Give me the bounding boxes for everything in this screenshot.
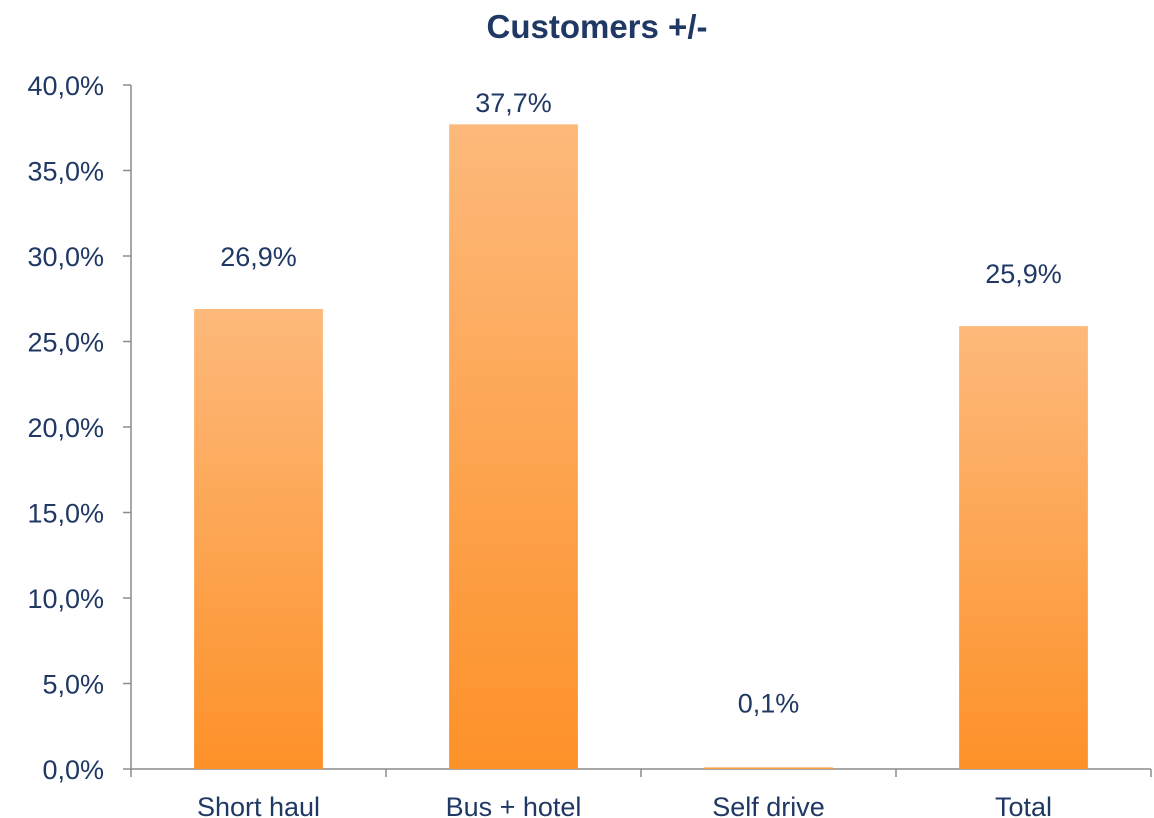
y-tick-label: 30,0% — [27, 242, 104, 272]
data-labels: 26,9% 37,7% 0,1% 25,9% — [220, 88, 1062, 718]
x-category-label: Bus + hotel — [446, 792, 582, 818]
y-tick-label: 35,0% — [27, 157, 104, 187]
x-category-label: Total — [995, 792, 1052, 818]
chart-title: Customers +/- — [487, 8, 708, 45]
bar — [959, 326, 1088, 769]
data-label: 26,9% — [220, 242, 297, 272]
data-label: 25,9% — [985, 259, 1062, 289]
data-label: 0,1% — [738, 688, 800, 718]
x-category-label: Short haul — [197, 792, 320, 818]
y-tick-label: 25,0% — [27, 328, 104, 358]
data-label: 37,7% — [475, 88, 552, 118]
bar-series — [194, 124, 1088, 769]
bar — [449, 124, 578, 769]
y-tick-label: 10,0% — [27, 584, 104, 614]
y-tick-label: 20,0% — [27, 413, 104, 443]
y-axis: 0,0% 5,0% 10,0% 15,0% 20,0% 25,0% 30,0% 35,0% 40… — [27, 71, 132, 785]
bar — [704, 767, 833, 769]
y-tick-label: 5,0% — [42, 670, 104, 700]
x-axis: Short haul Bus + hotel Self drive Total — [130, 768, 1152, 818]
x-category-label: Self drive — [712, 792, 825, 818]
bar — [194, 309, 323, 769]
y-tick-label: 15,0% — [27, 499, 104, 529]
y-tick-label: 40,0% — [27, 71, 104, 101]
y-tick-label: 0,0% — [42, 755, 104, 785]
